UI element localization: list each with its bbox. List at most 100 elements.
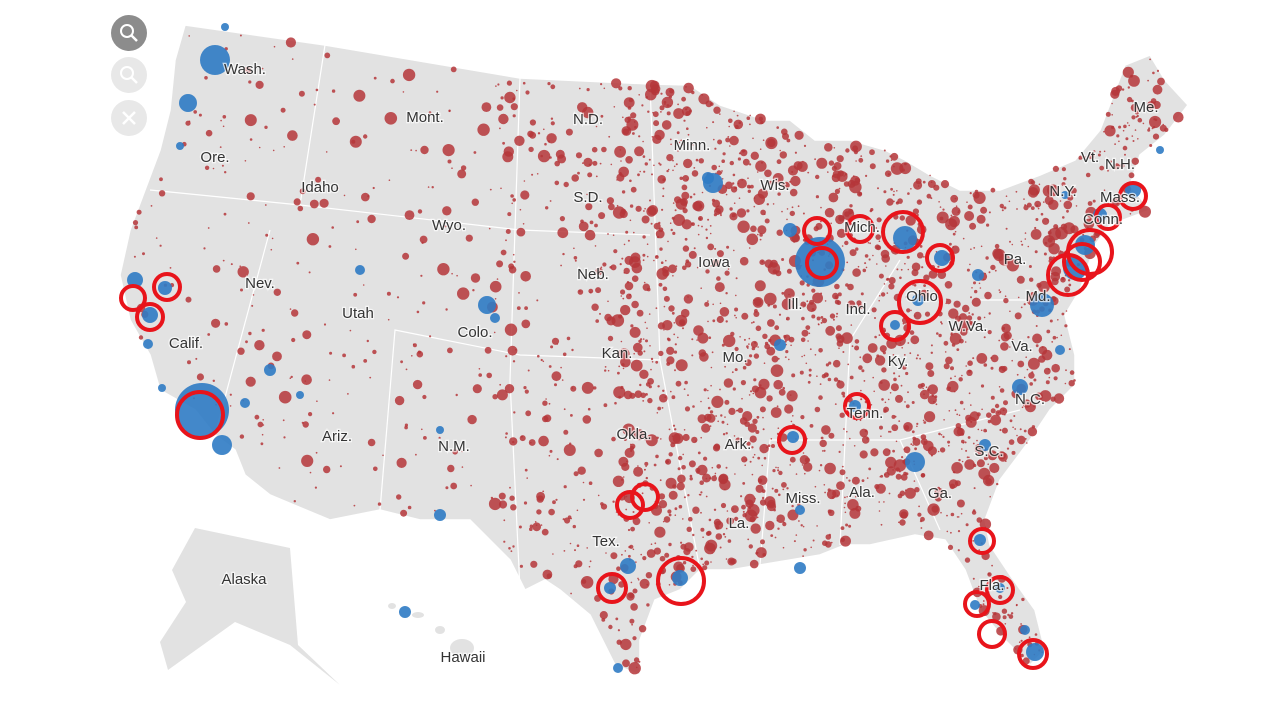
county-dot [956, 499, 965, 508]
county-dot [530, 441, 532, 444]
county-dot [1001, 608, 1008, 614]
county-dot [683, 119, 686, 122]
county-dot [606, 197, 615, 205]
county-dot [644, 438, 646, 441]
county-dot [691, 555, 694, 559]
county-dot [386, 291, 391, 296]
county-dot [655, 454, 659, 459]
county-dot [601, 146, 607, 153]
county-dot-blue [890, 320, 900, 330]
county-dot [1052, 335, 1057, 340]
county-dot [646, 255, 649, 258]
county-dot [772, 304, 777, 309]
county-dot [470, 484, 472, 487]
county-dot [499, 383, 502, 386]
reset-button[interactable] [111, 100, 147, 136]
state-label: Iowa [698, 254, 730, 271]
county-dot [674, 196, 682, 204]
county-dot [1006, 587, 1009, 589]
county-dot [503, 540, 506, 543]
county-dot [987, 450, 998, 461]
county-dot [396, 457, 407, 468]
county-dot [695, 158, 699, 162]
county-dot [488, 497, 502, 511]
county-dot [985, 430, 987, 432]
county-dot [733, 119, 744, 130]
county-dot [1052, 165, 1059, 172]
state-label: Idaho [301, 179, 339, 196]
county-dot [903, 422, 913, 432]
county-dot [749, 435, 757, 443]
county-dot [587, 407, 591, 411]
county-dot [621, 190, 626, 194]
county-dot [665, 259, 667, 262]
county-dot [949, 377, 952, 380]
county-dot [1049, 229, 1052, 231]
zoom-in-button[interactable] [111, 15, 147, 51]
county-dot [687, 133, 690, 136]
county-dot [1026, 368, 1029, 371]
county-dot [629, 204, 634, 208]
county-dot [855, 495, 857, 498]
county-dot [884, 330, 886, 332]
county-dot [520, 190, 530, 200]
county-dot [588, 565, 591, 568]
county-dot [532, 522, 542, 532]
county-dot [620, 638, 632, 651]
county-dot [650, 357, 654, 361]
county-dot [944, 351, 947, 353]
county-dot [836, 481, 845, 490]
county-dot [229, 405, 232, 407]
zoom-out-button[interactable] [111, 57, 147, 93]
county-dot [815, 174, 820, 180]
county-dot [309, 471, 312, 474]
county-dot [680, 541, 683, 544]
county-dot [618, 348, 630, 360]
county-dot [790, 175, 801, 187]
county-dot [504, 384, 515, 394]
county-dot [721, 170, 723, 172]
state-label: Ariz. [322, 428, 352, 445]
county-dot [906, 308, 911, 313]
county-dot [630, 581, 633, 584]
county-dot [776, 514, 785, 523]
county-dot [988, 312, 991, 315]
county-dot [984, 272, 986, 275]
county-dot [187, 360, 191, 365]
county-dot [733, 202, 736, 204]
county-dot [966, 201, 968, 203]
county-dot [924, 311, 931, 317]
county-dot [631, 275, 639, 283]
county-dot [616, 204, 619, 207]
county-dot [652, 111, 659, 118]
county-dot [735, 277, 738, 280]
county-dot [734, 516, 739, 522]
county-dot [905, 296, 908, 298]
county-dot [578, 290, 581, 293]
county-dot [205, 129, 213, 137]
county-dot [261, 328, 265, 332]
state-label: Ore. [200, 149, 229, 166]
county-dot [707, 243, 715, 251]
county-dot [617, 629, 621, 632]
county-dot [686, 127, 689, 130]
highlight-ring [175, 390, 225, 440]
county-dot [888, 430, 890, 433]
county-dot [918, 505, 920, 508]
county-dot [750, 390, 753, 393]
county-dot [630, 449, 633, 452]
county-dot [802, 525, 805, 528]
county-dot [777, 192, 781, 196]
county-dot [816, 525, 818, 527]
county-dot [844, 496, 846, 499]
county-dot [1009, 419, 1013, 423]
county-dot [308, 271, 311, 274]
county-dot [1047, 230, 1052, 235]
county-dot [500, 187, 502, 190]
county-dot [987, 572, 992, 577]
county-dot [697, 464, 708, 476]
county-dot [771, 444, 775, 448]
county-dot [599, 312, 601, 315]
county-dot [586, 547, 588, 549]
county-dot [824, 143, 833, 152]
